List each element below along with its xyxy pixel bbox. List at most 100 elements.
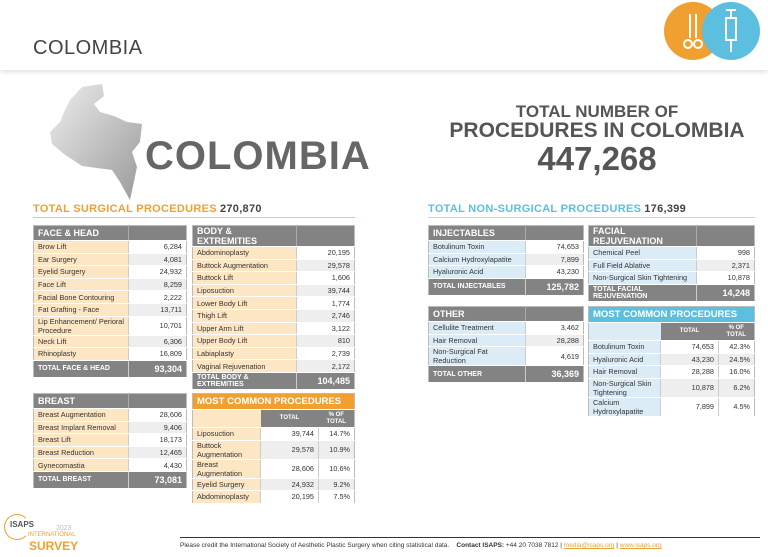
table-title: MOST COMMON PROCEDURES [588,306,755,323]
procedure-count: 28,606 [260,459,319,479]
procedure-count: 6,306 [128,335,187,349]
table-row: Full Field Ablative 2,371 [588,259,755,273]
table-row: Hair Removal 28,288 [428,334,584,348]
procedure-name: Hyaluronic Acid [588,353,661,367]
procedure-count: 24,932 [260,478,319,492]
procedure-percent: 42.3% [718,340,755,354]
procedure-count: 7,899 [525,253,584,267]
table-row: BREAST [33,393,187,409]
table-header-value [525,225,584,241]
procedure-name: Buttock Lift [192,271,297,285]
procedure-count: 7,899 [660,397,719,417]
procedure-count: 4,619 [525,346,584,367]
surgical-most-common-table: MOST COMMON PROCEDURES TOTAL% OF TOTAL Lip… [192,393,355,504]
procedure-name: Rhinoplasty [33,347,129,361]
table-row: TOTAL INJECTABLES 125,782 [428,278,584,296]
procedure-count: 28,606 [128,408,187,422]
procedure-count: 28,288 [660,365,719,379]
total-value: 36,369 [525,365,584,384]
face-head-table: FACE & HEAD Brow Lift 6,284 Ear Surgery 4,08… [33,225,187,378]
procedure-count: 10,701 [128,316,187,336]
table-row: Labiaplasty 2,739 [192,347,355,361]
procedure-name: Botulinum Toxin [588,340,661,354]
surgical-total: 270,870 [219,203,262,215]
table-row: Brow Lift 6,284 [33,240,187,254]
table-row: FACE & HEAD [33,225,187,241]
procedure-name: Breast Augmentation [192,459,261,479]
procedure-count: 74,653 [525,240,584,254]
table-header-value [696,225,755,247]
table-row: Upper Arm Lift 3,122 [192,322,355,336]
breast-table: BREAST Breast Augmentation 28,606 Breast Im… [33,393,187,489]
table-row: Facial Bone Contouring 2,222 [33,290,187,304]
nonsurgical-heading: TOTAL NON-SURGICAL PROCEDURES 176,399 [428,203,755,218]
procedure-percent: 24.5% [718,353,755,367]
table-row: Hyaluronic Acid 43,230 [428,265,584,279]
nonsurgical-most-common-table: MOST COMMON PROCEDURES TOTAL% OF TOTAL Bot… [588,306,755,417]
footer-website-link[interactable]: www.isaps.org [619,542,662,549]
total-label: TOTAL FACE & HEAD [33,360,129,378]
table-row: Lower Body Lift 1,774 [192,296,355,310]
procedure-percent: 10.9% [318,440,355,460]
procedure-count: 1,774 [296,296,355,310]
table-row: Gynecomastia 4,430 [33,458,187,472]
procedure-count: 4,430 [128,458,187,472]
table-row: Breast Augmentation 28,606 [33,408,187,422]
table-row: Hair Removal 28,288 16.0% [588,365,755,379]
procedure-name: Non-Surgical Fat Reduction [428,346,526,367]
table-title: FACE & HEAD [33,225,129,241]
procedure-count: 43,230 [525,265,584,279]
procedure-count: 24,932 [128,265,187,279]
column-header-blank [192,409,261,428]
procedure-name: Lip Enhancement/ Perioral Procedure [33,316,129,336]
table-row: Breast Implant Removal 9,406 [33,421,187,435]
procedure-count: 13,711 [128,303,187,317]
procedure-name: Gynecomastia [33,458,129,472]
total-procedures-value: 447,268 [537,140,657,177]
total-label: TOTAL BODY & EXTREMITIES [192,372,297,390]
table-row: Rhinoplasty 16,809 [33,347,187,361]
logo-line2: SURVEY [29,539,79,553]
table-row: Eyelid Surgery 24,932 9.2% [192,478,355,492]
table-row: Abdominoplasty 20,195 [192,246,355,260]
table-header-value [128,225,187,241]
table-row: Eyelid Surgery 24,932 [33,265,187,279]
procedure-name: Labiaplasty [192,347,297,361]
procedure-count: 28,288 [525,334,584,348]
total-title-line1: TOTAL NUMBER OF [515,102,679,121]
table-title: INJECTABLES [428,225,526,241]
procedure-name: Facial Bone Contouring [33,290,129,304]
procedure-name: Hair Removal [588,365,661,379]
procedure-count: 16,809 [128,347,187,361]
procedure-name: Abdominoplasty [192,490,261,504]
procedure-name: Breast Reduction [33,446,129,460]
syringe-icon [702,2,760,60]
procedure-percent: 4.5% [718,397,755,417]
table-row: Buttock Augmentation 29,578 10.9% [192,440,355,460]
table-row: TOTAL FACE & HEAD 93,304 [33,360,187,378]
procedure-count: 3,122 [296,322,355,336]
procedure-percent: 10.6% [318,459,355,479]
total-label: TOTAL FACIAL REJUVENATION [588,284,697,302]
procedure-name: Breast Implant Removal [33,421,129,435]
table-row: Abdominoplasty 20,195 7.5% [192,490,355,504]
column-header-percent: % OF TOTAL [718,322,755,341]
table-row: Hyaluronic Acid 43,230 24.5% [588,353,755,367]
procedure-name: Chemical Peel [588,246,697,260]
table-row: Botulinum Toxin 74,653 42.3% [588,340,755,354]
procedure-count: 43,230 [660,353,719,367]
procedure-name: Fat Grafting - Face [33,303,129,317]
procedure-count: 4,081 [128,253,187,267]
table-row: TOTAL% OF TOTAL [588,322,755,341]
total-value: 73,081 [128,471,187,489]
procedure-name: Upper Arm Lift [192,322,297,336]
procedure-name: Breast Lift [33,433,129,447]
table-row: Calcium Hydroxylapatite 7,899 4.5% [588,397,755,417]
procedure-count: 10,878 [696,271,755,285]
procedure-count: 18,173 [128,433,187,447]
procedure-name: Abdominoplasty [192,246,297,260]
procedure-percent: 9.2% [318,478,355,492]
table-title: MOST COMMON PROCEDURES [192,393,355,410]
footer-email-link[interactable]: media@isaps.org [563,542,615,549]
table-row: TOTAL FACIAL REJUVENATION 14,248 [588,284,755,302]
